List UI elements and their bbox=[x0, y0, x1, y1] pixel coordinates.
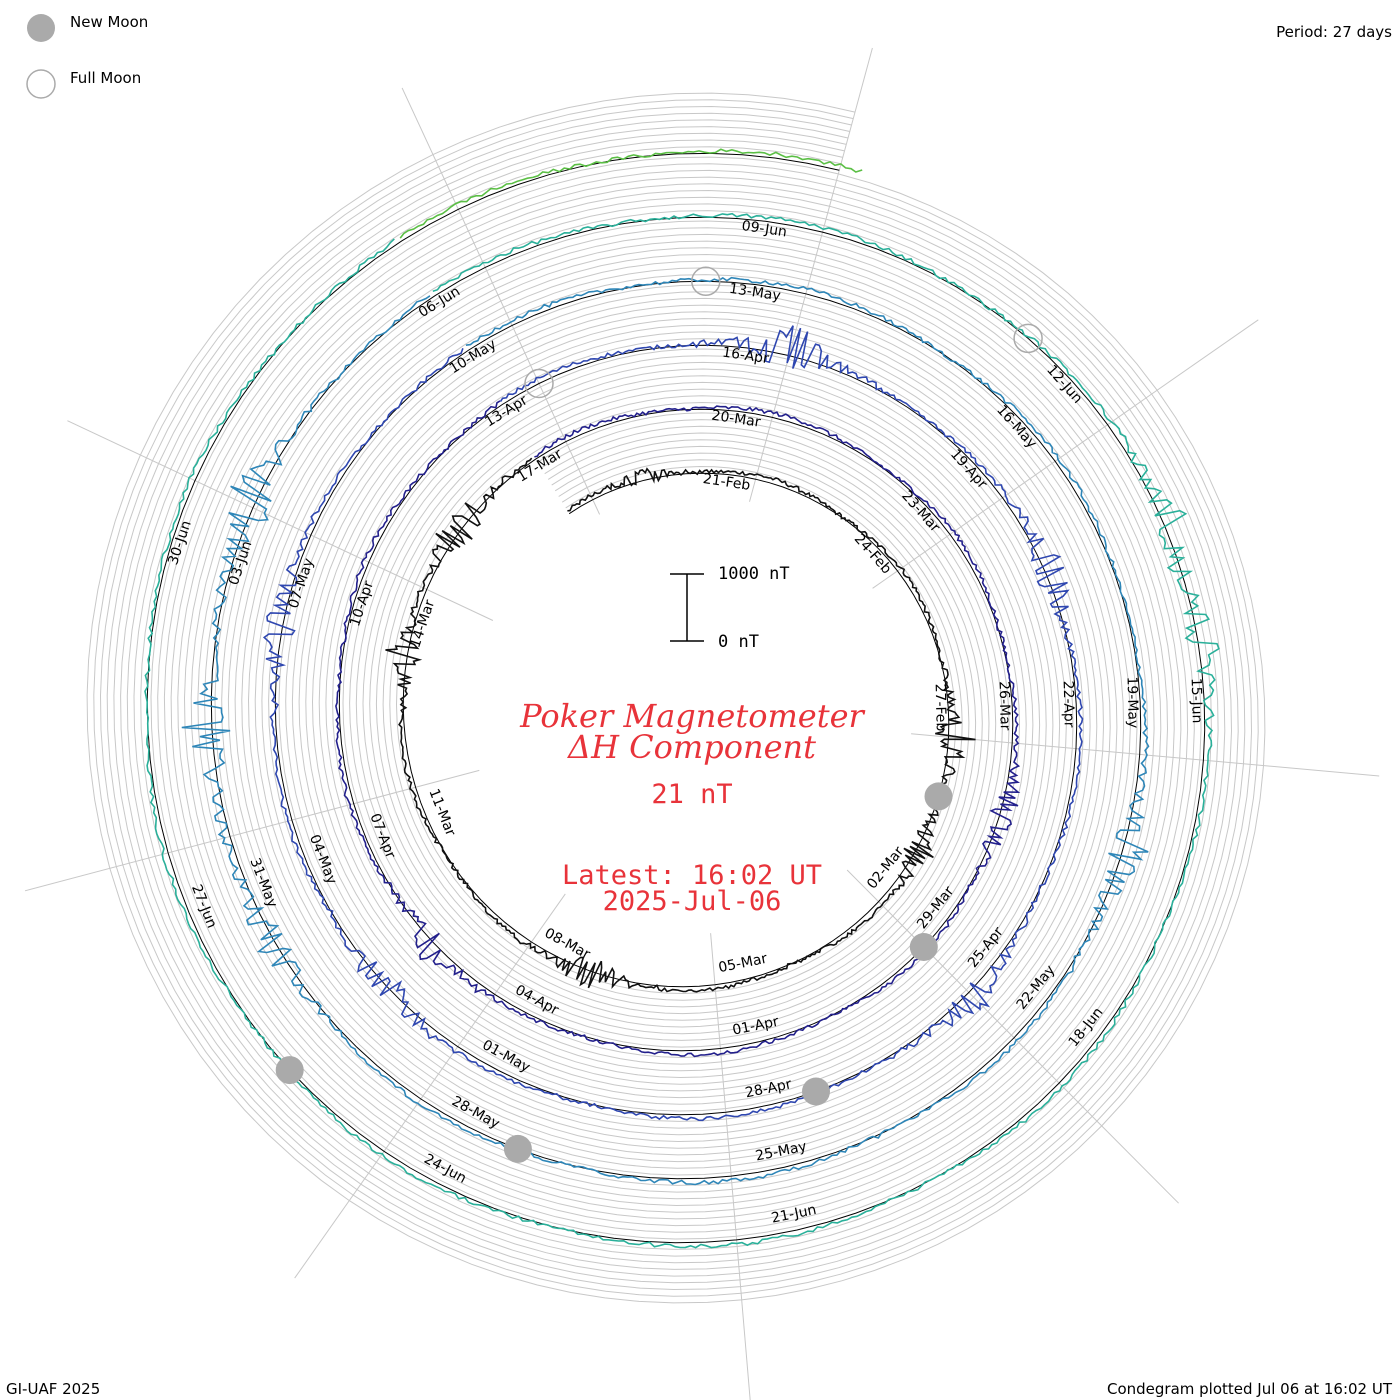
date-label: 15-Jun bbox=[1188, 678, 1205, 724]
full-moon-label: Full Moon bbox=[70, 69, 141, 87]
period-label: Period: 27 days bbox=[1276, 23, 1392, 41]
new-moon-label: New Moon bbox=[70, 13, 148, 31]
period-radial-lines bbox=[24, 47, 1380, 1400]
full-moon-marker bbox=[691, 266, 721, 297]
date-label: 27-Feb bbox=[932, 683, 949, 731]
new-moon-marker bbox=[924, 782, 953, 811]
scale-bottom-label: 0 nT bbox=[718, 632, 759, 652]
date-label: 09-Jun bbox=[741, 218, 788, 241]
footer-credit: GI-UAF 2025 bbox=[6, 1380, 100, 1398]
grid-line bbox=[120, 126, 1233, 1270]
date-label: 07-Apr bbox=[366, 811, 398, 861]
new-moon-legend-icon bbox=[27, 14, 55, 42]
grid-line bbox=[140, 146, 1212, 1250]
full-moon-marker bbox=[1013, 323, 1043, 354]
new-moon-marker bbox=[275, 1056, 304, 1085]
series-line bbox=[399, 148, 863, 239]
date-label: 01-Apr bbox=[731, 1014, 780, 1039]
series-line bbox=[335, 400, 1021, 1058]
date-label: 13-May bbox=[728, 281, 782, 304]
current-value: 21 nT bbox=[651, 779, 732, 810]
date-label: 16-Apr bbox=[721, 344, 770, 367]
date-label: 08-Mar bbox=[542, 925, 593, 963]
radial-line bbox=[710, 933, 751, 1400]
date-label: 19-May bbox=[1124, 676, 1141, 728]
radial-line bbox=[294, 893, 566, 1279]
date-label: 06-Jun bbox=[416, 283, 463, 320]
radial-line bbox=[911, 733, 1380, 777]
grid-line bbox=[113, 119, 1239, 1277]
full-moon-marker bbox=[524, 368, 554, 399]
date-label: 21-Feb bbox=[702, 471, 752, 494]
data-series-group bbox=[144, 148, 1220, 1249]
footer-plot-time: Condegram plotted Jul 06 at 16:02 UT bbox=[1107, 1380, 1393, 1398]
radial-line bbox=[401, 87, 601, 515]
date-label: 05-Mar bbox=[717, 951, 769, 977]
new-moon-marker bbox=[802, 1077, 830, 1106]
date-label: 22-Apr bbox=[1060, 681, 1077, 728]
new-moon-marker bbox=[909, 933, 938, 961]
date-label: 20-Mar bbox=[710, 408, 761, 431]
scale-top-label: 1000 nT bbox=[718, 564, 790, 584]
latest-date: 2025-Jul-06 bbox=[603, 886, 782, 917]
series-line bbox=[144, 212, 1220, 1249]
chart-subtitle: ΔH Component bbox=[566, 728, 816, 766]
grid-line bbox=[133, 139, 1219, 1257]
baseline-spiral bbox=[146, 152, 1206, 1244]
new-moon-marker bbox=[503, 1134, 532, 1163]
series-line bbox=[262, 325, 1084, 1122]
grid-line bbox=[86, 92, 1266, 1304]
grid-line bbox=[93, 99, 1259, 1297]
date-label: 14-Mar bbox=[407, 598, 438, 650]
moon-markers bbox=[275, 266, 1043, 1163]
date-label: 24-Jun bbox=[421, 1151, 469, 1187]
date-label: 25-May bbox=[754, 1139, 808, 1165]
latest-time: Latest: 16:02 UT bbox=[562, 860, 822, 891]
date-label: 28-Apr bbox=[744, 1076, 793, 1101]
grid-line bbox=[106, 112, 1246, 1284]
spiral-baselines bbox=[146, 152, 1206, 1244]
series-line bbox=[385, 457, 976, 993]
date-label: 26-Mar bbox=[996, 681, 1013, 731]
date-label: 27-Jun bbox=[188, 882, 220, 930]
grid-line bbox=[99, 105, 1253, 1291]
radial-line bbox=[846, 869, 1179, 1204]
series-line bbox=[181, 276, 1150, 1186]
chart-title: Poker Magnetometer bbox=[519, 697, 865, 735]
radial-line bbox=[24, 769, 480, 892]
date-label: 31-May bbox=[246, 856, 280, 910]
radial-line bbox=[872, 319, 1259, 589]
full-moon-legend-icon bbox=[26, 69, 56, 99]
spiral-grid bbox=[86, 92, 1266, 1304]
radial-line bbox=[749, 47, 873, 502]
radial-line bbox=[67, 420, 494, 621]
